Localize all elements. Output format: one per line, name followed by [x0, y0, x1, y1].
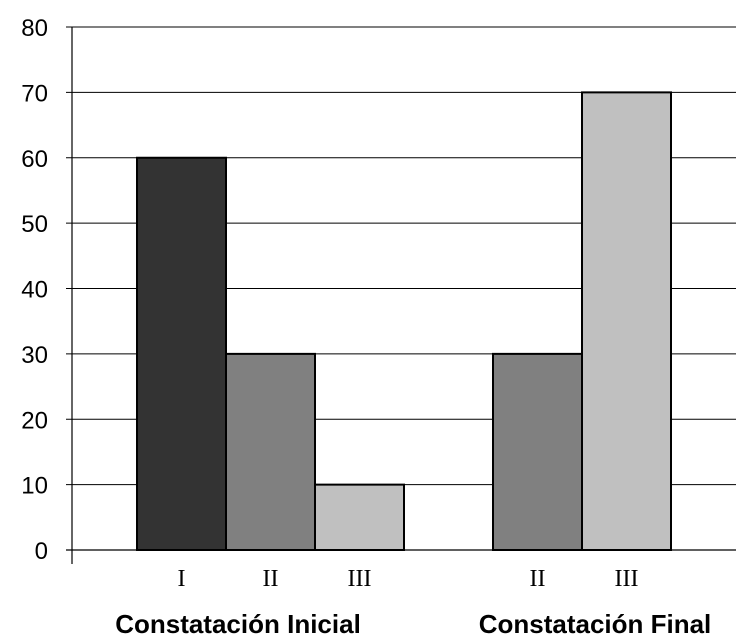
bar-inicial-II [225, 352, 316, 551]
x-tick-label-inicial-III: III [348, 566, 372, 592]
group-label-final: Constatación Final [479, 609, 712, 639]
y-tick-label-20: 20 [21, 407, 48, 434]
group-label-inicial: Constatación Inicial [115, 609, 361, 639]
y-tick-label-10: 10 [21, 473, 48, 500]
y-tick-label-50: 50 [21, 211, 48, 238]
x-tick-label-inicial-II: II [263, 566, 279, 592]
axes [66, 27, 736, 564]
y-tick-label-30: 30 [21, 342, 48, 369]
y-tick-label-70: 70 [21, 80, 48, 107]
x-tick-label-inicial-I: I [178, 566, 186, 592]
x-tick-label-final-III: III [615, 566, 639, 592]
bars [136, 91, 672, 551]
y-axis-ticks: 0 10 20 30 40 50 60 70 80 [21, 15, 48, 565]
x-tick-label-final-II: II [530, 566, 546, 592]
bar-inicial-III [314, 483, 405, 551]
bar-final-III [581, 91, 672, 551]
x-axis-ticks: I II III II III [178, 566, 639, 592]
y-tick-label-40: 40 [21, 277, 48, 304]
bar-final-II [492, 352, 583, 551]
bar-inicial-I [136, 156, 227, 551]
y-tick-label-0: 0 [35, 538, 48, 565]
y-tick-label-60: 60 [21, 146, 48, 173]
y-tick-label-80: 80 [21, 15, 48, 42]
